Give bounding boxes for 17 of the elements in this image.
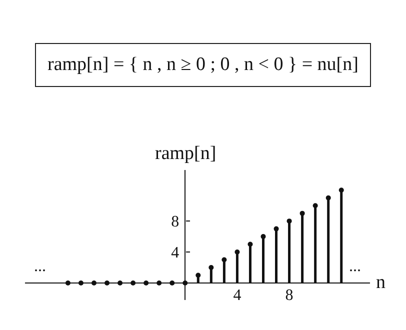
point	[326, 195, 331, 200]
annotation: ...	[34, 258, 46, 275]
point	[208, 265, 214, 270]
point	[196, 272, 201, 278]
point	[300, 210, 305, 216]
point	[260, 234, 266, 240]
point	[274, 226, 279, 232]
point	[338, 188, 344, 193]
point	[286, 218, 292, 224]
point	[234, 250, 240, 255]
point	[312, 203, 318, 208]
point	[222, 257, 227, 262]
x-axis-title: n	[376, 272, 386, 293]
chart-title: ramp[n] = { n , n ≥ 0 ; 0 , n < 0 } = nu[n]	[34, 43, 372, 87]
point	[248, 242, 253, 247]
y-axis-title: ramp[n]	[155, 143, 216, 164]
annotation: ...	[349, 258, 361, 275]
